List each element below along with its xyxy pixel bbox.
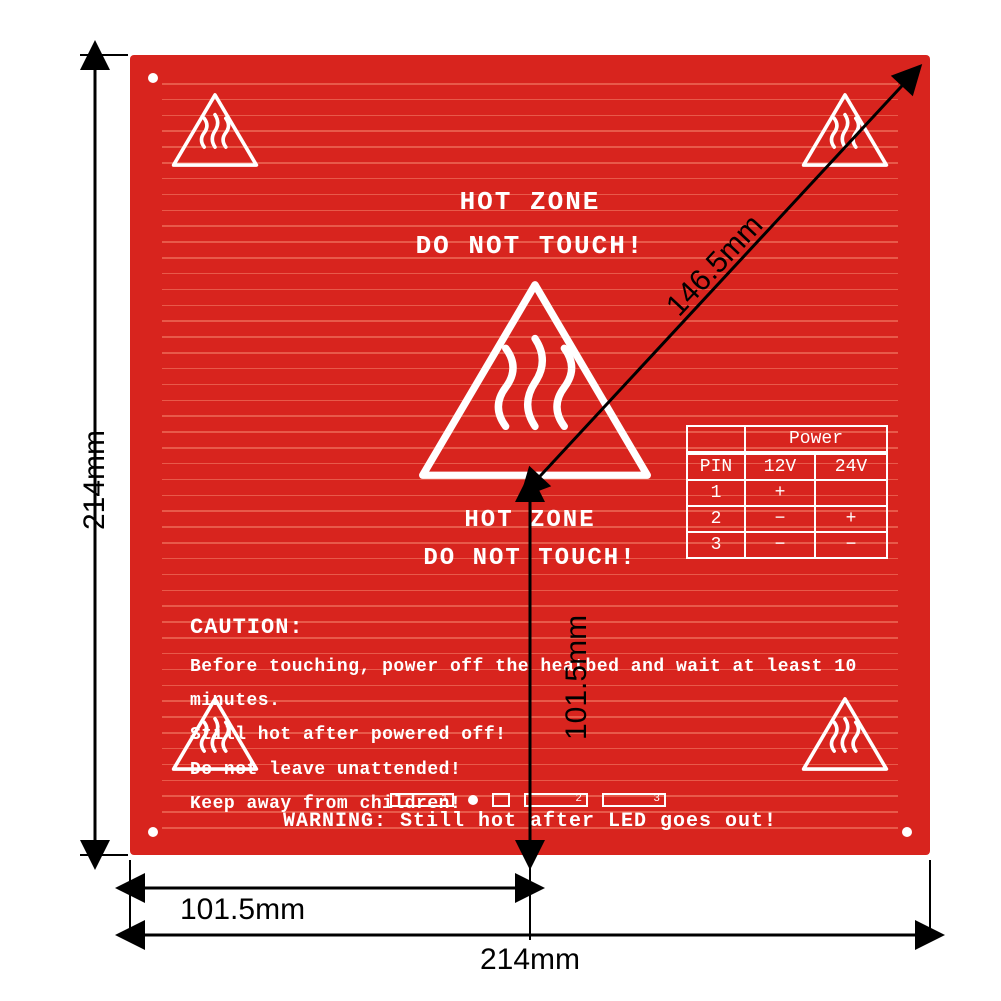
hot-triangle-icon-tl	[170, 91, 260, 169]
power-col-12v: 12V	[746, 453, 816, 479]
solder-pad-dot	[468, 795, 478, 805]
dim-half-label: 101.5mm	[180, 893, 305, 927]
power-table-header: Power	[746, 427, 886, 453]
mounting-hole-tr	[902, 73, 912, 83]
hot-triangle-icon-tr	[800, 91, 890, 169]
power-cell: 2	[688, 505, 746, 531]
power-cell	[816, 479, 886, 505]
solder-pad-1: 1	[390, 793, 454, 807]
bottom-warning-label: WARNING: Still hot after LED goes out!	[130, 810, 930, 833]
dim-width-label: 214mm	[480, 943, 580, 977]
power-cell: 3	[688, 531, 746, 557]
dim-center-vert-label: 101.5mm	[560, 615, 594, 740]
solder-pad-2: 2	[524, 793, 588, 807]
hot-zone-label-top: HOT ZONE	[130, 187, 930, 217]
power-cell: +	[816, 505, 886, 531]
power-cell: −	[746, 505, 816, 531]
do-not-touch-label-top: DO NOT TOUCH!	[130, 231, 930, 261]
hot-triangle-icon-center	[410, 275, 660, 485]
dim-height-label: 214mm	[78, 430, 112, 530]
caution-line: Do not leave unattended!	[190, 753, 930, 787]
solder-pads: 1 2 3	[390, 793, 666, 807]
power-cell: −	[746, 531, 816, 557]
power-cell: −	[816, 531, 886, 557]
solder-pad-small	[492, 793, 510, 807]
diagram-stage: HOT ZONE DO NOT TOUCH! HOT ZONE DO NOT T…	[0, 0, 1001, 1001]
mounting-hole-tl	[148, 73, 158, 83]
center-hole	[525, 481, 535, 491]
solder-pad-3: 3	[602, 793, 666, 807]
power-cell: 1	[688, 479, 746, 505]
power-col-24v: 24V	[816, 453, 886, 479]
power-pinout-table: Power PIN 12V 24V 1+2−+3−−	[686, 425, 888, 559]
power-col-pin: PIN	[688, 453, 746, 479]
heated-bed-pcb: HOT ZONE DO NOT TOUCH! HOT ZONE DO NOT T…	[130, 55, 930, 855]
power-cell: +	[746, 479, 816, 505]
